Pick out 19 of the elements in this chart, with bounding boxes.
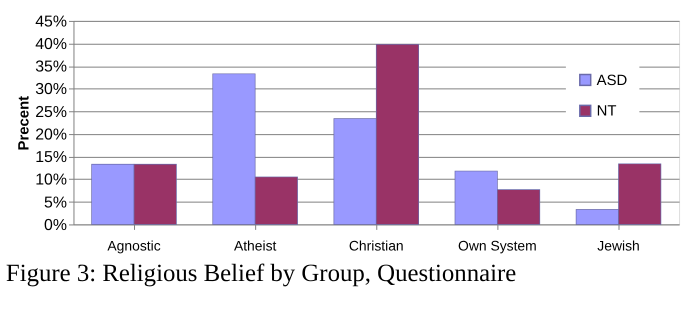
x-tick-label: Christian <box>348 238 404 254</box>
legend-label: NT <box>596 104 617 120</box>
x-tick-label: Atheist <box>234 238 276 254</box>
x-tick-label: Own System <box>458 238 537 254</box>
y-tick-label: 5% <box>44 194 68 212</box>
y-tick-label: 35% <box>35 58 68 76</box>
y-tick-label: 20% <box>35 126 68 144</box>
x-tick-label: Jewish <box>597 238 640 254</box>
caption: Figure 3: Religious Belief by Group, Questionnaire <box>6 260 516 288</box>
y-tick-label: 10% <box>35 172 68 189</box>
y-tick-label: 0% <box>44 216 68 234</box>
legend-label: ASD <box>596 72 628 89</box>
y-tick-label: 40% <box>35 36 68 53</box>
y-tick-label: 15% <box>35 149 68 166</box>
y-tick-label: 30% <box>35 81 68 98</box>
y-axis-title: Precent <box>16 96 32 150</box>
y-tick-label: 25% <box>35 104 68 121</box>
y-tick-label: 45% <box>35 13 68 30</box>
x-tick-label: Agnostic <box>107 238 161 254</box>
